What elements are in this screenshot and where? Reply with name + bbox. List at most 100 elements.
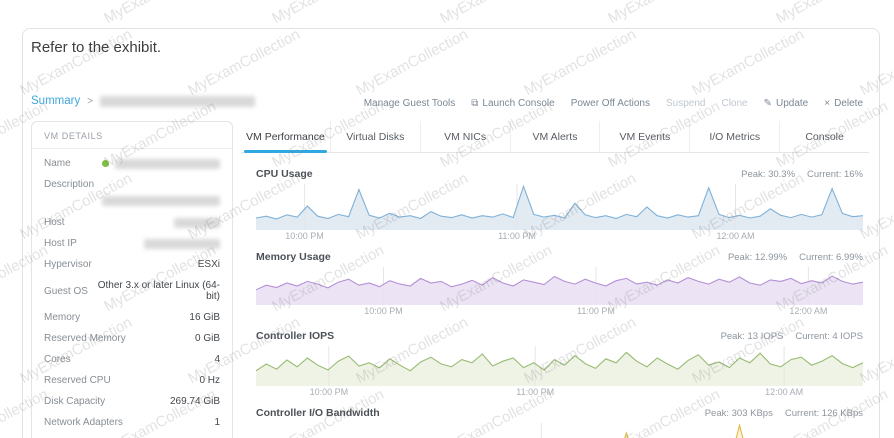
power-off-actions-action[interactable]: Power Off Actions bbox=[571, 98, 650, 109]
detail-row-hypervisor: Hypervisor ESXi bbox=[44, 254, 220, 275]
manage-guest-tools-action[interactable]: Manage Guest Tools bbox=[364, 98, 456, 109]
performance-charts: CPU Usage Peak: 30.3% Current: 16% 10:00 PM… bbox=[241, 168, 869, 438]
chart-stats: Peak: 30.3% Current: 16% bbox=[741, 169, 863, 180]
tab-vm-events[interactable]: VM Events bbox=[599, 121, 689, 152]
detail-value-description bbox=[44, 195, 220, 212]
controller-iops-plot bbox=[256, 346, 863, 386]
pencil-icon: ✎ bbox=[763, 97, 772, 109]
detail-value-host bbox=[174, 217, 220, 228]
redacted-value bbox=[115, 158, 220, 169]
memory-usage-header: Memory Usage Peak: 12.99% Current: 6.99% bbox=[256, 251, 863, 267]
launch-console-icon: ⧉ bbox=[471, 97, 479, 109]
detail-row-reserved-memory: Reserved Memory 0 GiB bbox=[44, 328, 220, 349]
close-icon: × bbox=[824, 97, 831, 109]
x-tick-label: 10:00 PM bbox=[309, 387, 349, 397]
vm-details-rows: Name Description Host Host IP Hypervisor ESXi… bbox=[32, 149, 232, 433]
detail-row-reserved-cpu: Reserved CPU 0 Hz bbox=[44, 370, 220, 391]
memory-usage-chart: Memory Usage Peak: 12.99% Current: 6.99% 10… bbox=[256, 251, 863, 317]
tab-virtual-disks[interactable]: Virtual Disks bbox=[329, 121, 420, 152]
current-value: Current: 126 KBps bbox=[784, 408, 863, 419]
tab-vm-performance[interactable]: VM Performance bbox=[241, 121, 330, 153]
detail-value-disk-capacity: 269.74 GiB bbox=[169, 396, 220, 407]
detail-label-name: Name bbox=[44, 158, 71, 169]
detail-label-memory: Memory bbox=[44, 312, 81, 323]
tab-vm-alerts[interactable]: VM Alerts bbox=[509, 121, 600, 152]
watermark-text: MyExamCollection bbox=[0, 0, 51, 27]
watermark-text: MyExamCollection bbox=[269, 0, 387, 27]
detail-row-name: Name bbox=[44, 153, 220, 174]
delete-label: Delete bbox=[834, 98, 863, 109]
x-tick-label: 10:00 PM bbox=[285, 231, 324, 241]
watermark-text: MyExamCollection bbox=[773, 0, 891, 27]
detail-value-name bbox=[102, 158, 220, 169]
detail-row-disk-capacity: Disk Capacity 269.74 GiB bbox=[44, 391, 220, 412]
tab-console[interactable]: Console bbox=[779, 121, 869, 152]
power-state-icon bbox=[102, 160, 109, 167]
suspend-action: Suspend bbox=[666, 98, 705, 109]
current-value: Current: 4 IOPS bbox=[795, 331, 863, 342]
memory-usage-x-axis: 10:00 PM 11:00 PM 12:00 AM bbox=[256, 305, 863, 317]
chart-title: CPU Usage bbox=[256, 168, 313, 180]
redacted-value bbox=[102, 196, 220, 206]
controller-i-o-bandwidth-plot bbox=[540, 423, 744, 438]
detail-label-hypervisor: Hypervisor bbox=[44, 259, 92, 270]
exhibit-note: Refer to the exhibit. bbox=[31, 39, 162, 56]
detail-value-reserved-memory: 0 GiB bbox=[194, 333, 220, 344]
chart-stats: Peak: 303 KBps Current: 126 KBps bbox=[705, 408, 863, 419]
current-value: Current: 16% bbox=[807, 169, 863, 180]
cpu-usage-header: CPU Usage Peak: 30.3% Current: 16% bbox=[256, 168, 863, 184]
delete-action[interactable]: × Delete bbox=[824, 98, 863, 109]
watermark-text: MyExamCollection bbox=[101, 0, 219, 27]
controller-iops-chart: Controller IOPS Peak: 13 IOPS Current: 4 I… bbox=[256, 330, 863, 398]
update-label: Update bbox=[776, 98, 809, 109]
detail-value-hypervisor: ESXi bbox=[197, 259, 220, 270]
breadcrumb-summary-link[interactable]: Summary bbox=[31, 95, 81, 107]
chart-title: Memory Usage bbox=[256, 251, 331, 263]
cpu-usage-plot bbox=[256, 184, 863, 230]
vm-name-redacted bbox=[100, 95, 256, 107]
detail-value-memory: 16 GiB bbox=[189, 312, 220, 323]
detail-row-guest-os: Guest OS Other 3.x or later Linux (64-bit… bbox=[44, 275, 220, 307]
vm-main-panel: VM Performance Virtual Disks VM NICs VM Ale… bbox=[241, 121, 869, 438]
clone-action: Clone bbox=[721, 98, 747, 109]
x-tick-label: 11:00 PM bbox=[576, 306, 615, 316]
redacted-value bbox=[144, 238, 220, 249]
tab-vm-nics[interactable]: VM NICs bbox=[419, 121, 510, 152]
manage-guest-tools-label: Manage Guest Tools bbox=[363, 98, 456, 109]
detail-label-host-ip: Host IP bbox=[44, 238, 77, 249]
detail-label-description: Description bbox=[44, 179, 95, 190]
watermark-text: MyExamCollection bbox=[437, 0, 555, 27]
controller-i-o-bandwidth-header: Controller I/O Bandwidth Peak: 303 KBps Cu… bbox=[256, 407, 863, 423]
vm-action-bar: Manage Guest Tools ⧉ Launch Console Power O… bbox=[364, 98, 863, 109]
power-off-actions-label: Power Off Actions bbox=[570, 98, 650, 109]
redacted-value bbox=[174, 217, 220, 228]
update-action[interactable]: ✎ Update bbox=[764, 98, 809, 109]
detail-label-reserved-memory: Reserved Memory bbox=[44, 333, 126, 344]
detail-row-host: Host bbox=[44, 212, 220, 233]
current-value: Current: 6.99% bbox=[799, 252, 863, 263]
detail-label-disk-capacity: Disk Capacity bbox=[44, 396, 106, 407]
detail-row-network-adapters: Network Adapters 1 bbox=[44, 412, 220, 433]
detail-value-network-adapters: 1 bbox=[214, 417, 220, 428]
controller-iops-header: Controller IOPS Peak: 13 IOPS Current: 4 I… bbox=[256, 330, 863, 346]
tab-i-o-metrics[interactable]: I/O Metrics bbox=[689, 121, 779, 152]
detail-value-cores: 4 bbox=[214, 354, 220, 365]
chart-title: Controller IOPS bbox=[256, 330, 335, 342]
x-tick-label: 11:00 PM bbox=[516, 387, 555, 397]
chart-stats: Peak: 13 IOPS Current: 4 IOPS bbox=[721, 331, 863, 342]
detail-value-guest-os: Other 3.x or later Linux (64-bit) bbox=[97, 280, 220, 302]
peak-value: Peak: 13 IOPS bbox=[720, 331, 784, 342]
cpu-usage-chart: CPU Usage Peak: 30.3% Current: 16% 10:00 PM… bbox=[256, 168, 863, 242]
launch-console-action[interactable]: ⧉ Launch Console bbox=[471, 98, 554, 109]
vm-tab-bar: VM Performance Virtual Disks VM NICs VM Ale… bbox=[241, 121, 869, 153]
controller-i-o-bandwidth-chart: Controller I/O Bandwidth Peak: 303 KBps Cu… bbox=[256, 407, 863, 438]
launch-console-label: Launch Console bbox=[482, 98, 555, 109]
x-tick-label: 11:00 PM bbox=[498, 231, 536, 241]
detail-label-reserved-cpu: Reserved CPU bbox=[44, 375, 111, 386]
clone-label: Clone bbox=[721, 98, 748, 109]
detail-value-reserved-cpu: 0 Hz bbox=[199, 375, 220, 386]
x-tick-label: 12:00 AM bbox=[765, 387, 804, 397]
detail-row-memory: Memory 16 GiB bbox=[44, 307, 220, 328]
memory-usage-plot bbox=[256, 267, 863, 305]
chart-title: Controller I/O Bandwidth bbox=[256, 407, 380, 419]
